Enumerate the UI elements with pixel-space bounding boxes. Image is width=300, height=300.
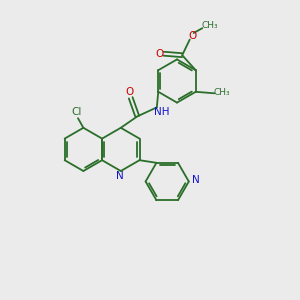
Text: O: O <box>188 31 196 41</box>
Text: N: N <box>191 175 199 185</box>
Text: O: O <box>125 87 134 98</box>
Text: N: N <box>116 171 124 182</box>
Text: CH₃: CH₃ <box>202 21 218 30</box>
Text: O: O <box>155 49 163 59</box>
Text: CH₃: CH₃ <box>214 88 230 97</box>
Text: NH: NH <box>154 106 170 117</box>
Text: Cl: Cl <box>72 106 82 117</box>
